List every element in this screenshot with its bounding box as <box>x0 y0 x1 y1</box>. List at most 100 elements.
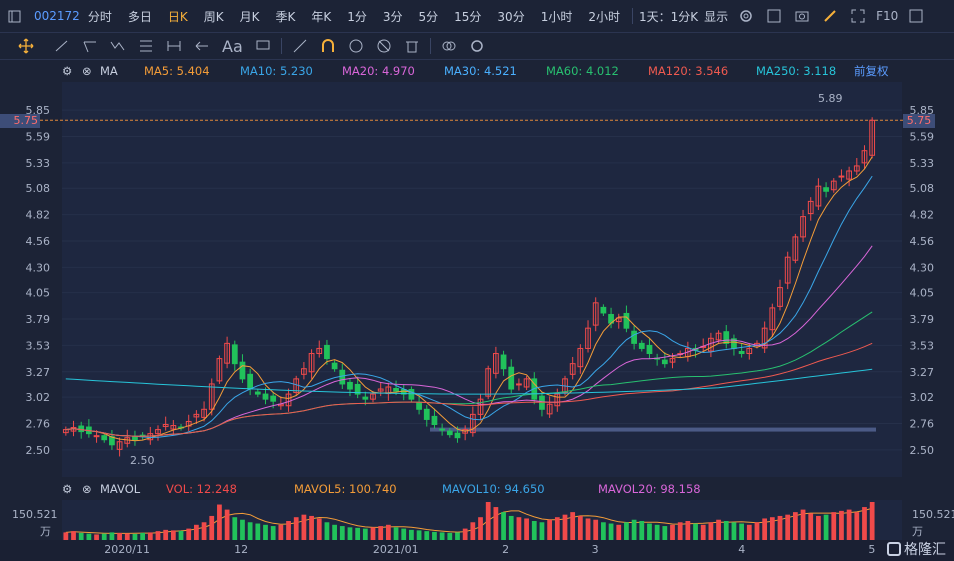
volume-bar <box>224 509 230 540</box>
volume-bar <box>240 519 245 540</box>
volume-bar <box>869 502 875 540</box>
volume-bar <box>823 514 829 540</box>
volume-bar <box>385 524 391 540</box>
vol-settings-icon[interactable]: ⚙ <box>62 482 73 496</box>
volume-bar <box>309 515 314 540</box>
mavol20-value: MAVOL20: 98.158 <box>598 482 701 496</box>
volume-bar <box>347 527 353 540</box>
x-tick-label: 5 <box>868 543 875 556</box>
candle-body <box>116 441 123 450</box>
candle-body <box>861 150 868 164</box>
period-combo[interactable]: 1天：1分K <box>638 9 699 24</box>
range-tool-icon[interactable] <box>166 38 182 54</box>
display-menu[interactable]: 显示 <box>704 9 729 24</box>
crosshair-move-icon[interactable] <box>18 38 34 54</box>
vol-legend: ⚙ ⊗ MAVOL VOL: 12.248 MAVOL5: 100.740 MA… <box>0 480 954 498</box>
compare-icon[interactable] <box>441 38 457 54</box>
hide-tool-icon[interactable] <box>376 38 392 54</box>
tab-2hour[interactable]: 2小时 <box>588 9 620 24</box>
tab-fenshi[interactable]: 分时 <box>87 9 112 24</box>
volume-bar <box>194 524 199 540</box>
candle-body <box>523 378 530 388</box>
candle-body <box>746 347 753 355</box>
volume-bar <box>685 521 691 540</box>
y-tick-right: 3.53 <box>910 339 935 352</box>
volume-bar <box>155 531 161 540</box>
tab-duori[interactable]: 多日 <box>127 9 152 24</box>
volume-bar <box>332 524 337 540</box>
volume-bar <box>808 513 814 540</box>
fullscreen-icon[interactable] <box>850 8 866 24</box>
ma-settings-icon[interactable]: ⚙ <box>62 64 73 78</box>
tab-year-k[interactable]: 年K <box>311 9 332 24</box>
candle-body <box>708 337 714 352</box>
volume-bar <box>723 521 729 540</box>
candle-body <box>492 353 499 374</box>
adjust-mode[interactable]: 前复权 <box>854 64 889 78</box>
tab-30min[interactable]: 30分 <box>497 9 525 24</box>
line-tool-icon[interactable] <box>54 38 70 54</box>
candle-body <box>285 393 292 407</box>
candle-body <box>823 187 829 192</box>
candle-body <box>362 396 369 400</box>
channel-tool-icon[interactable] <box>82 38 98 54</box>
text-tool-icon[interactable]: Aa <box>222 36 243 56</box>
volume-bar <box>731 522 737 540</box>
tab-1min[interactable]: 1分 <box>347 9 367 24</box>
candle-body <box>270 395 277 402</box>
vol-value: VOL: 12.248 <box>166 482 237 496</box>
stock-code[interactable]: 002172 <box>34 9 80 23</box>
draw-settings-icon[interactable] <box>469 38 485 54</box>
candle-body <box>830 180 837 191</box>
pencil-icon[interactable] <box>822 8 838 24</box>
volume-bar <box>101 533 107 540</box>
wave-tool-icon[interactable] <box>110 38 126 54</box>
tab-1hour[interactable]: 1小时 <box>540 9 573 24</box>
candle-body <box>754 342 760 346</box>
trash-icon[interactable] <box>404 38 420 54</box>
volume-bar <box>186 528 192 540</box>
high-price-label: 5.89 <box>818 92 843 105</box>
volume-bar <box>777 515 783 540</box>
candle-body <box>853 165 860 172</box>
y-tick-left: 3.02 <box>26 391 51 404</box>
tab-15min[interactable]: 15分 <box>454 9 482 24</box>
sidebar-toggle-icon[interactable] <box>6 8 22 24</box>
volume-bar <box>562 514 568 540</box>
tab-day-k[interactable]: 日K <box>167 9 188 24</box>
checkbox-icon[interactable] <box>766 8 782 24</box>
mavol5-value: MAVOL5: 100.740 <box>294 482 397 496</box>
camera-icon[interactable] <box>794 8 810 24</box>
tab-5min[interactable]: 5分 <box>418 9 439 24</box>
volume-bar <box>416 530 422 540</box>
volume-bar <box>63 532 69 540</box>
arrow-tool-icon[interactable] <box>194 38 210 54</box>
vol-close-icon[interactable]: ⊗ <box>82 482 92 496</box>
comment-tool-icon[interactable] <box>255 38 271 54</box>
candle-body <box>416 401 422 410</box>
candle-body <box>646 344 653 355</box>
candle-body <box>462 429 469 434</box>
volume-bar <box>355 527 361 540</box>
settings-gear-icon[interactable] <box>738 8 754 24</box>
ma10-line <box>65 175 873 439</box>
volume-bar <box>531 521 537 540</box>
window-icon[interactable] <box>908 8 924 24</box>
candle-body <box>377 388 384 392</box>
tab-3min[interactable]: 3分 <box>382 9 403 24</box>
f10-button[interactable]: F10 <box>876 9 899 23</box>
y-tick-left: 5.33 <box>26 157 51 170</box>
tab-month-k[interactable]: 月K <box>239 9 260 24</box>
divider <box>631 8 633 24</box>
tab-week-k[interactable]: 周K <box>203 9 224 24</box>
ruler-tool-icon[interactable] <box>292 38 308 54</box>
candle-body <box>439 428 446 431</box>
magnet-icon[interactable] <box>320 38 336 54</box>
ma20-line <box>65 245 873 437</box>
volume-bar <box>424 531 430 540</box>
ma-close-icon[interactable]: ⊗ <box>82 64 92 78</box>
lock-tool-icon[interactable] <box>348 38 364 54</box>
tab-season-k[interactable]: 季K <box>275 9 296 24</box>
fibonacci-tool-icon[interactable] <box>138 38 154 54</box>
candle-body <box>347 381 353 390</box>
